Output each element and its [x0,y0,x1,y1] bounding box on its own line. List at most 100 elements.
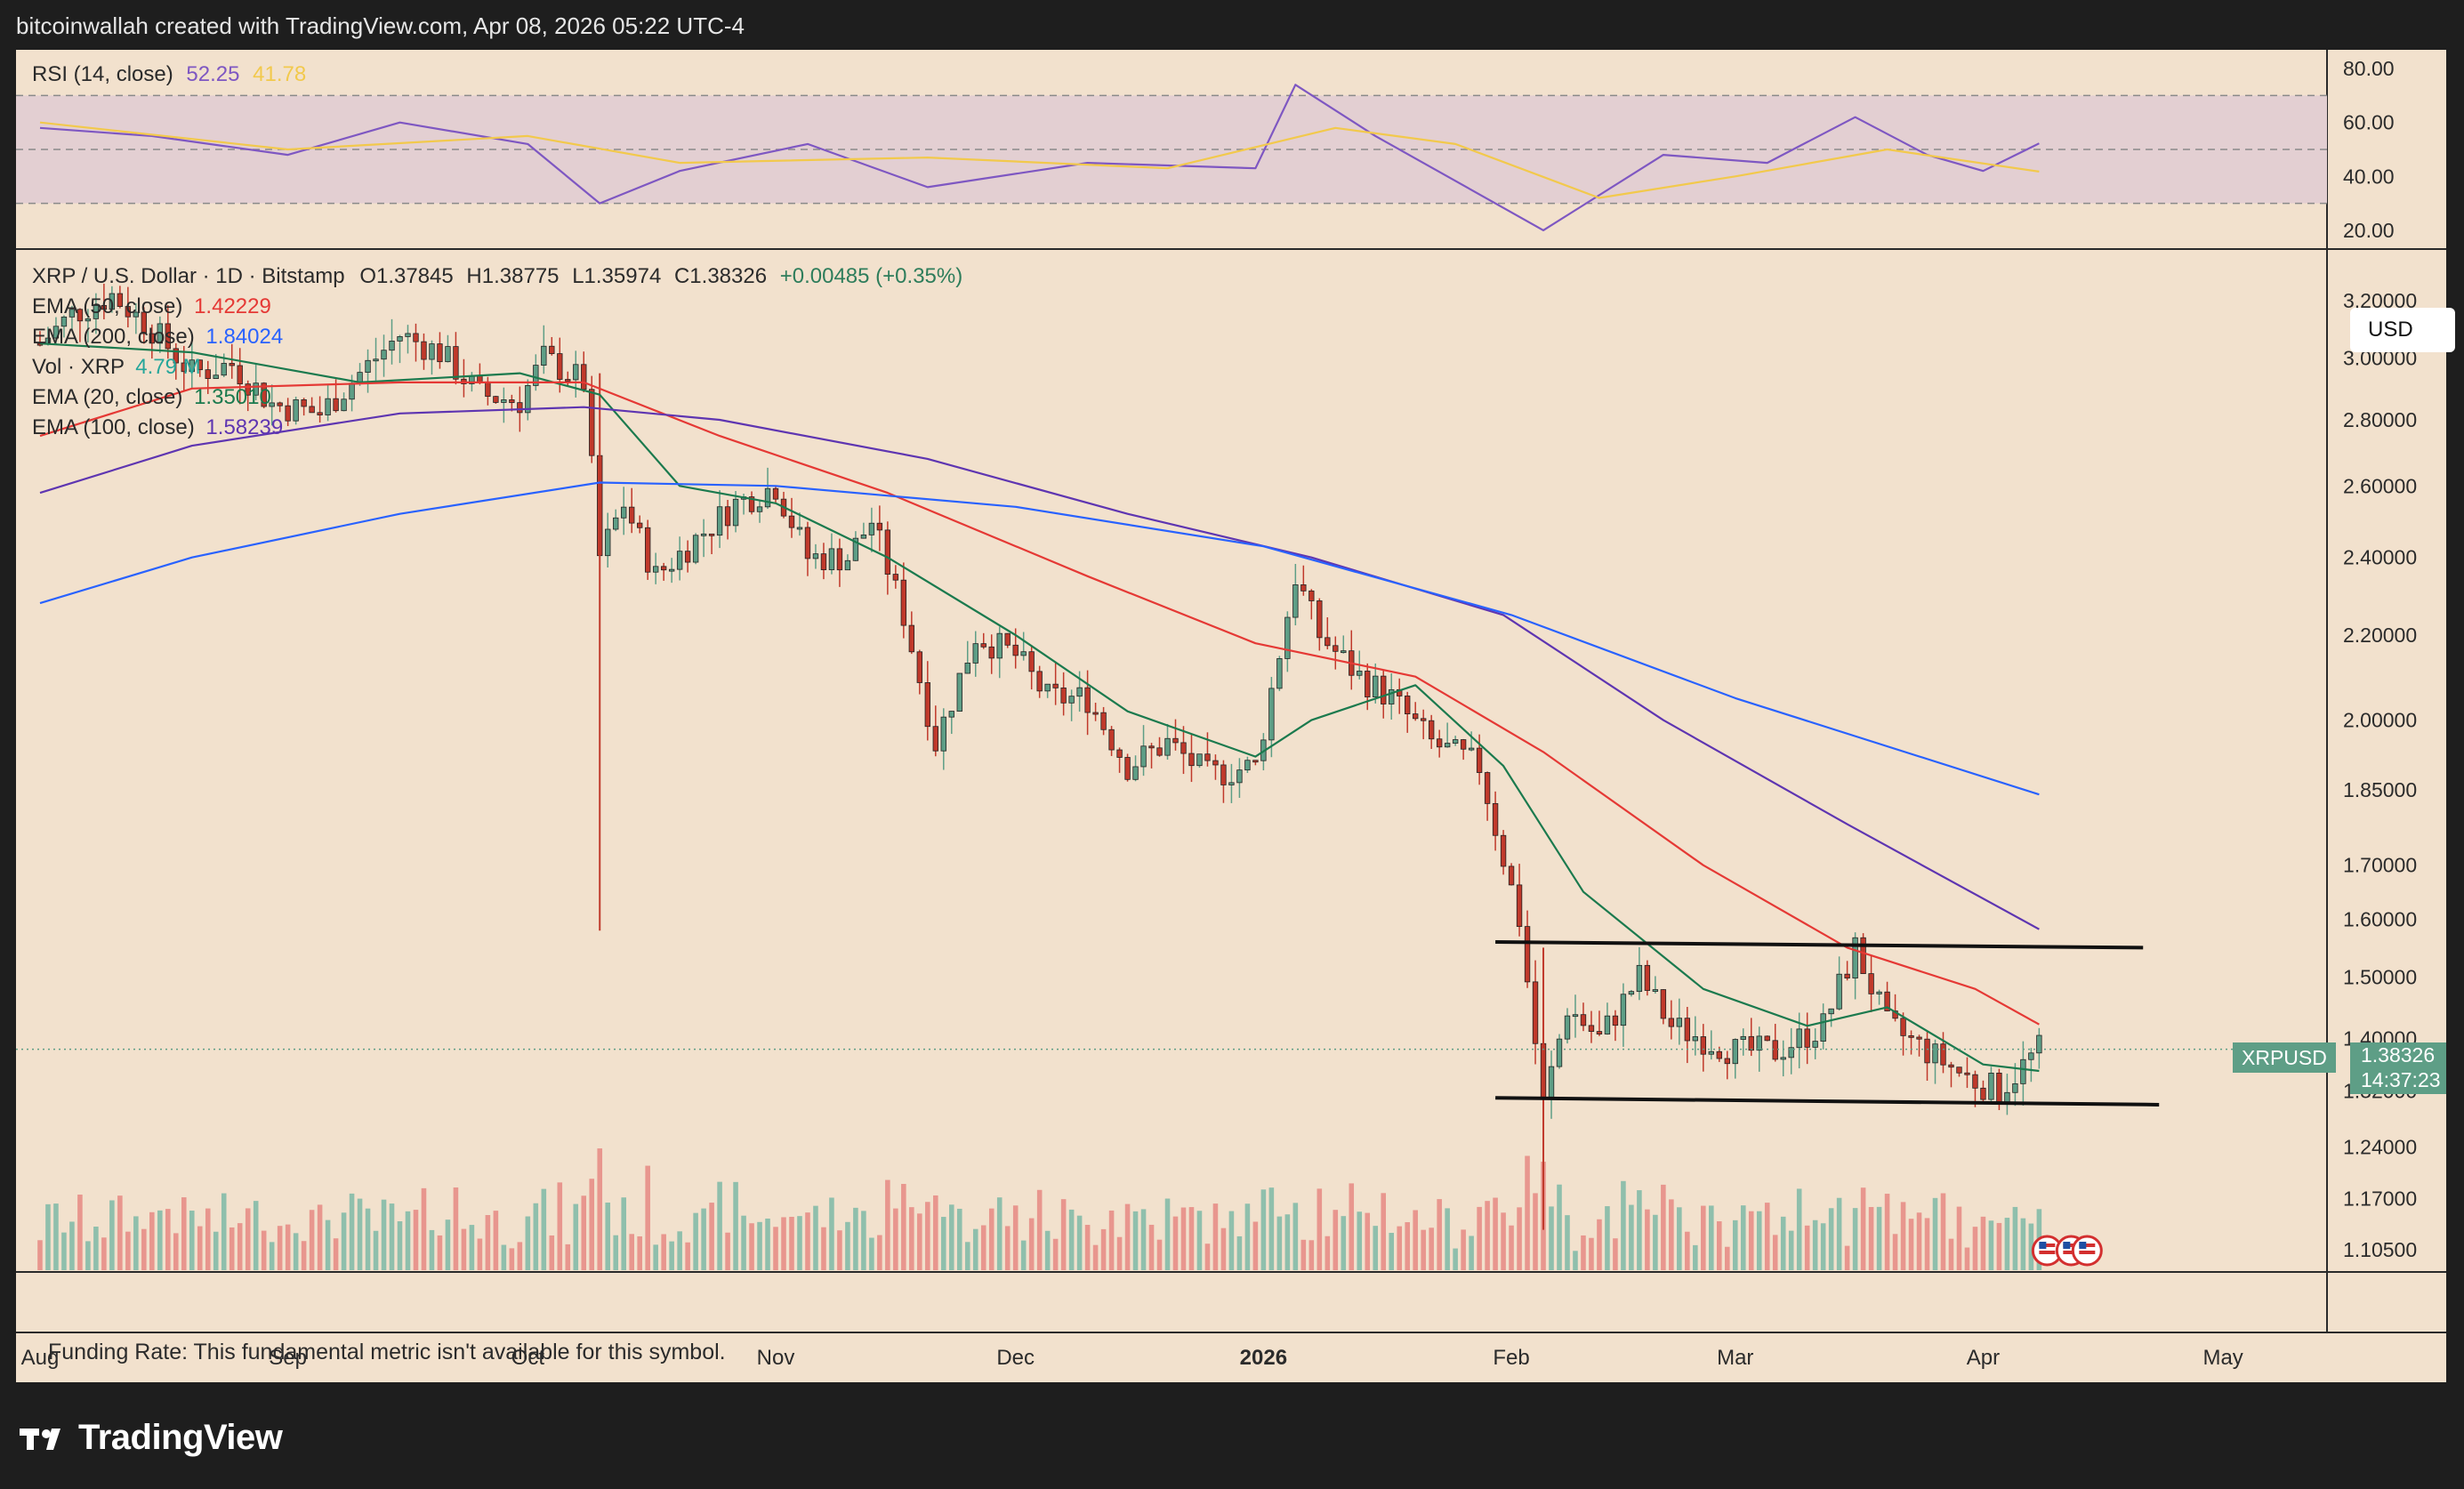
us-event-flag-stripe [2039,1244,2056,1247]
volume-bar [141,1228,147,1270]
candle-body [700,533,707,536]
time-tick-label: Dec [996,1346,1035,1370]
candle-body [101,304,108,310]
volume-bar [669,1241,674,1270]
ema20-value: 1.35010 [194,385,271,409]
candle-body [1140,745,1147,768]
candle-body [261,382,267,407]
volume-bar [1284,1214,1291,1270]
ema100-label: EMA (100, close) [32,415,195,439]
volume-bar [1820,1223,1826,1270]
price-tick-label: 2.60000 [2343,474,2417,497]
candle-body [948,711,954,718]
candle-body [245,383,251,396]
candle-body [1868,973,1874,994]
candle-body [109,293,116,310]
volume-bar [453,1187,459,1270]
candle-body [1828,1008,1834,1015]
candle-body [1764,1035,1770,1042]
volume-bar [1413,1210,1418,1270]
volume-bar [61,1232,67,1270]
ema50-legend: EMA (50, close) 1.42229 [32,294,271,319]
candle-body [501,399,507,403]
rsi-14-close-line [39,84,2040,231]
volume-bar [133,1216,139,1270]
volume-bar [197,1226,203,1270]
tradingview-logo[interactable]: TradingView [20,1418,283,1458]
candle-body [221,363,227,376]
volume-bar [421,1187,427,1270]
ema-200-close-line [39,481,2040,796]
candle-body [660,566,667,571]
volume-bar [1092,1244,1099,1270]
volume-bar [1964,1247,1970,1270]
volume-bar [917,1213,922,1270]
chart-frame: 80.00 60.00 40.00 20.00 3.20000 3.00000 2.8000… [16,50,2455,1382]
candle-body [309,406,315,414]
volume-bar [1549,1206,1554,1270]
candle-body [1188,753,1195,767]
candle-body [429,343,435,360]
volume-bar [909,1207,914,1270]
volume-bar [1373,1226,1379,1270]
volume-bar [1140,1209,1147,1270]
currency-selector[interactable]: USD [2350,308,2455,352]
candle-body [197,359,203,371]
candle-body [1524,926,1531,983]
volume-bar [277,1226,283,1270]
volume-bar [861,1211,866,1270]
price-tick-label: 1.50000 [2343,965,2417,988]
volume-bar [149,1211,155,1270]
candle-body [125,306,132,318]
bar-countdown: 14:37:23 [2361,1068,2441,1091]
price-tick-label: 2.00000 [2343,709,2417,732]
candle-body [1365,671,1371,697]
volume-bar [1605,1206,1610,1270]
candle-body [1092,712,1099,715]
volume-bar [1812,1219,1818,1270]
volume-bar [213,1231,219,1270]
symbol-price-tag: XRPUSD [2233,1042,2336,1073]
candle-body [932,726,938,752]
volume-bar [773,1227,778,1270]
candle-body [1124,757,1131,780]
volume-bar [972,1228,978,1270]
candle-body [1444,743,1451,748]
volume-bar [980,1225,986,1270]
candle-body [605,528,611,557]
chart-canvas[interactable]: 80.0060.0040.0020.003.200003.000002.8000… [16,50,2446,1382]
volume-bar [1501,1212,1506,1270]
symbol-legend: XRP / U.S. Dollar · 1D · Bitstamp O1.378… [32,264,962,289]
ema-20-close-line [39,342,2040,1073]
volume-bar [533,1203,539,1270]
candle-body [165,323,171,350]
volume-bar [1828,1208,1834,1270]
ohlc-open: O1.37845 [359,264,454,288]
candle-body [93,304,100,319]
range-resistance-trendline [1495,939,2144,950]
candle-body [788,515,795,528]
candle-body [1284,616,1291,659]
candle-body [1908,1034,1914,1038]
volume-bar [229,1227,235,1270]
candle-body [1452,739,1459,744]
candle-body [1156,747,1163,756]
candle-body [1252,760,1259,763]
candle-body [1084,687,1091,713]
candle-body [517,402,523,414]
candle-body [1940,1043,1946,1066]
ohlc-high: H1.38775 [466,264,560,288]
candle-body [1244,760,1251,771]
candle-body [1420,718,1427,721]
volume-bar [1244,1203,1251,1270]
volume-bar [677,1231,682,1270]
volume-bar [1108,1210,1115,1270]
candle-body [764,487,771,508]
candle-body [1564,1015,1571,1040]
volume-bar [301,1241,307,1270]
volume-bar [381,1199,387,1270]
candle-body [1148,745,1155,749]
candle-body [1820,1013,1826,1042]
volume-bar [1060,1199,1067,1270]
candle-body [1556,1038,1563,1067]
